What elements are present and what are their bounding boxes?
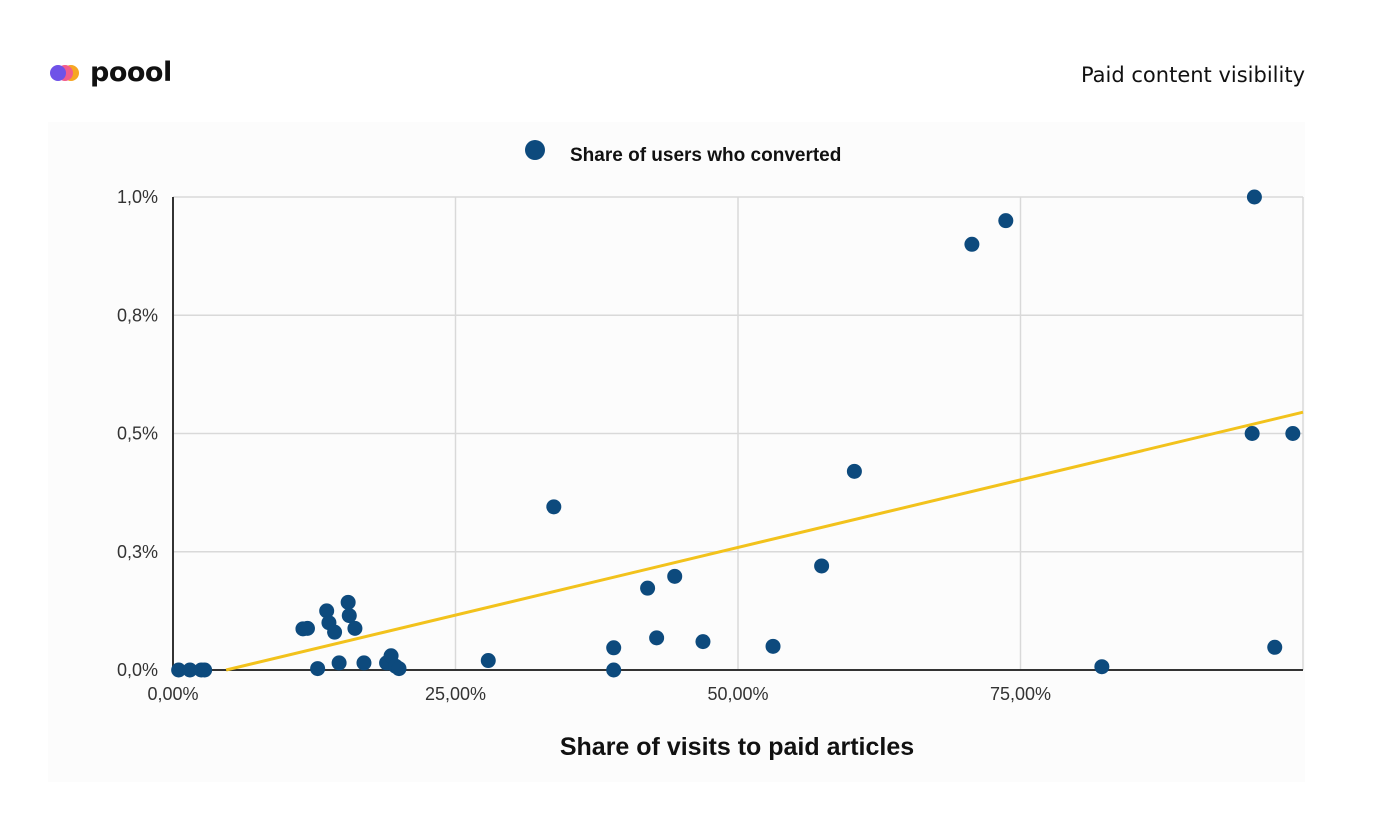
trendline-layer <box>225 410 1304 672</box>
data-point <box>171 662 187 678</box>
brand-mark-icon <box>50 63 82 83</box>
axes: 0,0% 0,3% 0,5% 0,8% 1,0% 0,00% 25,00% 50,00% 75,… <box>117 187 1303 704</box>
data-point <box>765 638 781 654</box>
data-point <box>667 568 683 584</box>
data-point <box>197 662 213 678</box>
data-point <box>319 603 335 619</box>
data-point <box>606 662 622 678</box>
legend-marker <box>525 140 545 160</box>
y-tick-label: 0,3% <box>117 542 158 562</box>
page-header: poool Paid content visibility <box>0 0 1395 120</box>
data-point <box>1094 659 1110 675</box>
data-point <box>1267 639 1283 655</box>
y-tick-label: 0,5% <box>117 424 158 444</box>
data-point <box>964 236 980 252</box>
data-point <box>1244 426 1260 441</box>
legend-label: Share of users who converted <box>570 145 841 166</box>
data-point <box>182 662 198 678</box>
page-title: Paid content visibility <box>1080 63 1305 87</box>
brand-logo[interactable]: poool <box>50 58 172 88</box>
data-points <box>171 189 1301 678</box>
data-point <box>391 661 407 677</box>
brand-name: poool <box>90 57 172 88</box>
data-point <box>649 630 665 646</box>
data-point <box>340 594 356 610</box>
x-tick-label: 75,00% <box>990 684 1051 704</box>
data-point <box>546 499 562 515</box>
data-point <box>356 655 372 671</box>
data-point <box>327 624 343 640</box>
data-point <box>695 634 711 650</box>
data-point <box>640 580 656 596</box>
data-point <box>299 620 315 636</box>
data-point <box>1285 426 1301 441</box>
data-point <box>814 558 830 574</box>
chart-panel <box>48 122 1305 782</box>
data-point <box>331 655 347 671</box>
x-tick-label: 0,00% <box>147 684 198 704</box>
x-tick-label: 50,00% <box>707 684 768 704</box>
x-axis-label: Share of visits to paid articles <box>560 733 914 761</box>
data-point <box>310 661 326 677</box>
x-tick-label: 25,00% <box>425 684 486 704</box>
y-tick-label: 1,0% <box>117 187 158 207</box>
data-point <box>998 213 1014 229</box>
data-point <box>480 653 496 669</box>
legend: Share of users who converted <box>525 140 841 166</box>
data-point <box>1246 189 1262 205</box>
data-point <box>846 463 862 479</box>
y-tick-label: 0,8% <box>117 305 158 325</box>
grid-lines <box>173 196 1304 670</box>
trendline <box>225 410 1304 672</box>
data-point <box>341 608 357 624</box>
data-point <box>347 620 363 636</box>
data-point <box>606 640 622 656</box>
y-tick-label: 0,0% <box>117 660 158 680</box>
